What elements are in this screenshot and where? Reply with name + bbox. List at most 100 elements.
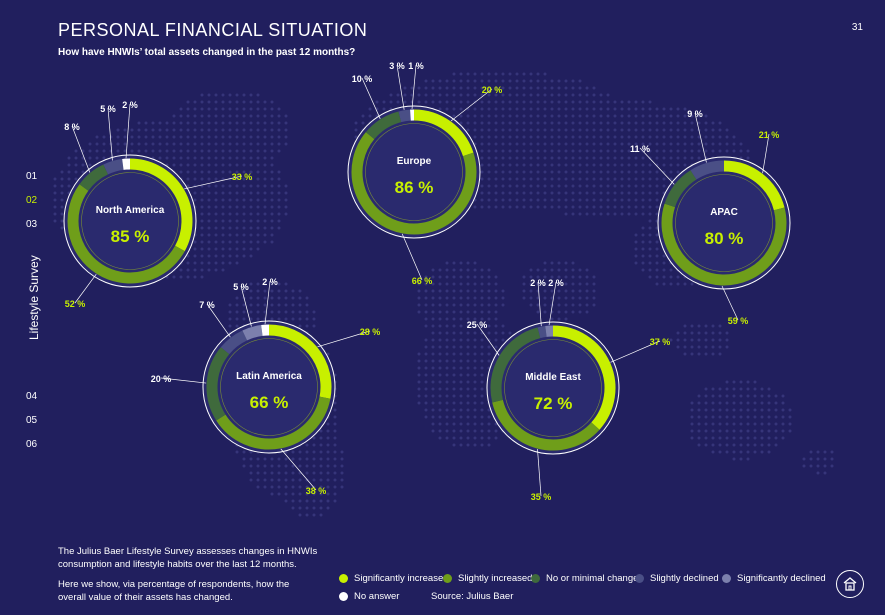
label-leader-line: [160, 377, 207, 384]
donut-inner-ring: [675, 174, 773, 272]
donut-segment-significantly-declined: [242, 324, 263, 341]
home-icon: [843, 577, 857, 591]
donut-segment-no-or-minimal-change: [206, 347, 230, 421]
donut-segment-slightly-declined: [103, 158, 124, 175]
legend-label: Significantly increased: [354, 573, 449, 584]
label-leader-line: [401, 233, 423, 281]
donut-latin-america: Latin America 66 % 28 % 38 % 20 % 7 % 5 % 2 %: [151, 277, 381, 496]
label-leader-line: [610, 340, 661, 363]
donut-outer-ring: [347, 105, 481, 239]
donut-segment-slightly-increased: [492, 399, 600, 451]
nav-item-02[interactable]: 02: [26, 195, 38, 206]
donut-middle-east: Middle East 72 % 37 % 35 % 25 % 2 % 2 %: [467, 278, 671, 502]
donut-inner-ring: [81, 172, 179, 270]
legend-swatch: [722, 574, 731, 583]
donut-segment-slightly-declined: [537, 325, 547, 339]
segment-value-label: 37 %: [650, 337, 671, 347]
survey-description: The Julius Baer Lifestyle Survey assesse…: [58, 546, 318, 570]
donut-segment-significantly-increased: [268, 324, 332, 399]
segment-value-label: 2 %: [262, 277, 278, 287]
legend-swatch: [339, 574, 348, 583]
donut-segment-slightly-increased: [216, 396, 331, 450]
label-leader-line: [411, 64, 417, 110]
donut-segment-slightly-increased: [661, 203, 787, 286]
donut-inner-ring: [220, 338, 318, 436]
donut-segment-significantly-increased: [129, 158, 193, 252]
increase-total-label: 72 %: [534, 394, 573, 413]
donut-segment-slightly-declined: [220, 330, 248, 355]
legend-slightly-increased: Slightly increased: [443, 573, 532, 584]
segment-value-label: 59 %: [728, 316, 749, 326]
donut-outer-ring: [486, 321, 620, 455]
region-label: North America: [96, 205, 165, 216]
segment-value-label: 52 %: [65, 299, 86, 309]
donut-inner-ring: [504, 339, 602, 437]
donut-segment-no-or-minimal-change: [365, 111, 402, 140]
label-leader-line: [396, 64, 405, 110]
label-leader-line: [184, 175, 243, 190]
legend-swatch: [443, 574, 452, 583]
label-leader-line: [107, 107, 113, 161]
segment-value-label: 25 %: [467, 320, 488, 330]
segment-value-label: 28 %: [360, 327, 381, 337]
donut-europe: Europe 86 % 20 % 66 % 10 % 3 % 1 %: [347, 61, 502, 286]
nav-item-06[interactable]: 06: [26, 439, 38, 450]
donut-segment-no-or-minimal-change: [490, 327, 541, 403]
label-leader-line: [537, 281, 542, 327]
nav-item-01[interactable]: 01: [26, 171, 38, 182]
legend-no-answer: No answer: [339, 591, 399, 602]
label-leader-line: [762, 133, 770, 174]
legend-swatch: [635, 574, 644, 583]
legend-significantly-declined: Significantly declined: [722, 573, 826, 584]
donut-segment-no-or-minimal-change: [79, 164, 109, 191]
region-label: Latin America: [236, 371, 302, 382]
segment-value-label: 2 %: [530, 278, 546, 288]
segment-value-label: 38 %: [306, 486, 327, 496]
label-leader-line: [240, 285, 252, 327]
page-subtitle: How have HNWIs’ total assets changed in …: [58, 47, 356, 58]
legend-label: Slightly increased: [458, 573, 533, 584]
label-leader-line: [264, 280, 271, 325]
donut-segment-significantly-increased: [723, 160, 785, 211]
donut-apac: APAC 80 % 21 % 59 % 11 % 9 %: [630, 109, 791, 326]
nav-item-05[interactable]: 05: [26, 415, 38, 426]
nav-item-04[interactable]: 04: [26, 391, 38, 402]
label-leader-line: [450, 88, 493, 122]
label-leader-line: [125, 103, 131, 159]
legend-label: No or minimal change: [546, 573, 639, 584]
label-leader-line: [361, 77, 381, 119]
label-leader-line: [694, 112, 707, 163]
segment-value-label: 2 %: [548, 278, 564, 288]
label-leader-line: [548, 281, 557, 326]
legend-label: Significantly declined: [737, 573, 826, 584]
donut-segment-no-or-minimal-change: [664, 170, 697, 208]
legend-slightly-declined: Slightly declined: [635, 573, 719, 584]
label-leader-line: [639, 147, 675, 185]
donut-outer-ring: [63, 154, 197, 288]
legend-label: No answer: [354, 591, 400, 602]
donut-outer-ring: [202, 320, 336, 454]
legend-swatch: [531, 574, 540, 583]
segment-value-label: 20 %: [151, 374, 172, 384]
segment-value-label: 5 %: [233, 282, 249, 292]
legend-label: Slightly declined: [650, 573, 719, 584]
segment-value-label: 11 %: [630, 144, 650, 154]
label-leader-line: [74, 273, 97, 304]
survey-explanation: Here we show, via percentage of responde…: [58, 579, 290, 603]
donut-outer-ring: [657, 156, 791, 290]
donut-segment-slightly-increased: [351, 132, 477, 235]
label-leader-line: [476, 323, 500, 356]
segment-value-label: 5 %: [100, 104, 116, 114]
segment-value-label: 33 %: [232, 172, 253, 182]
nav-item-03[interactable]: 03: [26, 219, 38, 230]
legend-no-change: No or minimal change: [531, 573, 638, 584]
segment-value-label: 9 %: [687, 109, 703, 119]
page-title: PERSONAL FINANCIAL SITUATION: [58, 20, 368, 40]
home-button[interactable]: [836, 570, 864, 598]
donut-inner-ring: [365, 123, 463, 221]
segment-value-label: 1 %: [408, 61, 424, 71]
segment-value-label: 7 %: [199, 300, 215, 310]
donut-segment-slightly-increased: [67, 184, 185, 284]
region-label: APAC: [710, 207, 738, 218]
